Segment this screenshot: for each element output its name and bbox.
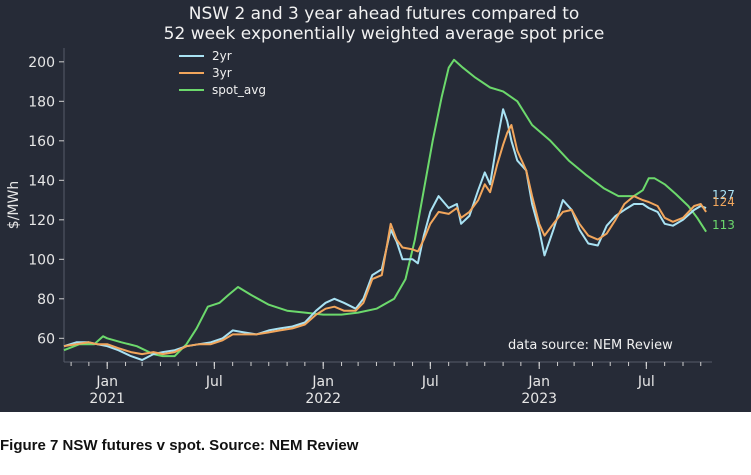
x-tick-label: Jul (637, 374, 655, 390)
chart-figure: NSW 2 and 3 year ahead futures compared … (0, 0, 751, 412)
chart-title-line-2: 52 week exponentially weighted average s… (164, 24, 605, 44)
x-tick-label: Jul (205, 374, 223, 390)
y-tick-label: 140 (28, 173, 55, 189)
x-year-label: 2021 (89, 391, 125, 407)
series-line-spot-avg (63, 58, 707, 358)
x-year-label: 2023 (521, 391, 557, 407)
series-lines (63, 58, 707, 361)
x-tick-label: Jan (95, 374, 118, 390)
y-tick-label: 180 (28, 94, 55, 110)
x-tick-label: Jan (527, 374, 550, 390)
chart-title-line-1: NSW 2 and 3 year ahead futures compared … (189, 4, 580, 24)
chart-canvas: NSW 2 and 3 year ahead futures compared … (6, 4, 735, 407)
x-tick-label: Jul (421, 374, 439, 390)
end-label-2yr: 127 (712, 188, 735, 202)
legend-label-2yr: 2yr (212, 49, 232, 63)
y-tick-label: 60 (37, 331, 55, 347)
series-line-2yr (63, 108, 707, 361)
x-year-label: 2022 (305, 391, 341, 407)
data-source-annotation: data source: NEM Review (508, 338, 673, 353)
y-tick-label: 160 (28, 134, 55, 150)
x-tick-label: Jan (311, 374, 334, 390)
y-tick-label: 80 (37, 292, 55, 308)
figure-caption: Figure 7 NSW futures v spot. Source: NEM… (0, 437, 359, 454)
legend-label-spot-avg: spot_avg (212, 83, 266, 97)
y-axis-ticks: 60 80 100 120 140 160 180 200 (28, 55, 64, 347)
end-label-spot-avg: 113 (712, 218, 735, 232)
y-axis-label: $/MWh (6, 181, 22, 229)
y-tick-label: 100 (28, 252, 55, 268)
y-tick-label: 200 (28, 55, 55, 71)
end-label-3yr: 124 (712, 195, 735, 209)
legend-label-3yr: 3yr (212, 66, 232, 80)
y-tick-label: 120 (28, 213, 55, 229)
series-line-3yr (63, 124, 707, 356)
chart-legend: 2yr 3yr spot_avg (179, 49, 266, 97)
